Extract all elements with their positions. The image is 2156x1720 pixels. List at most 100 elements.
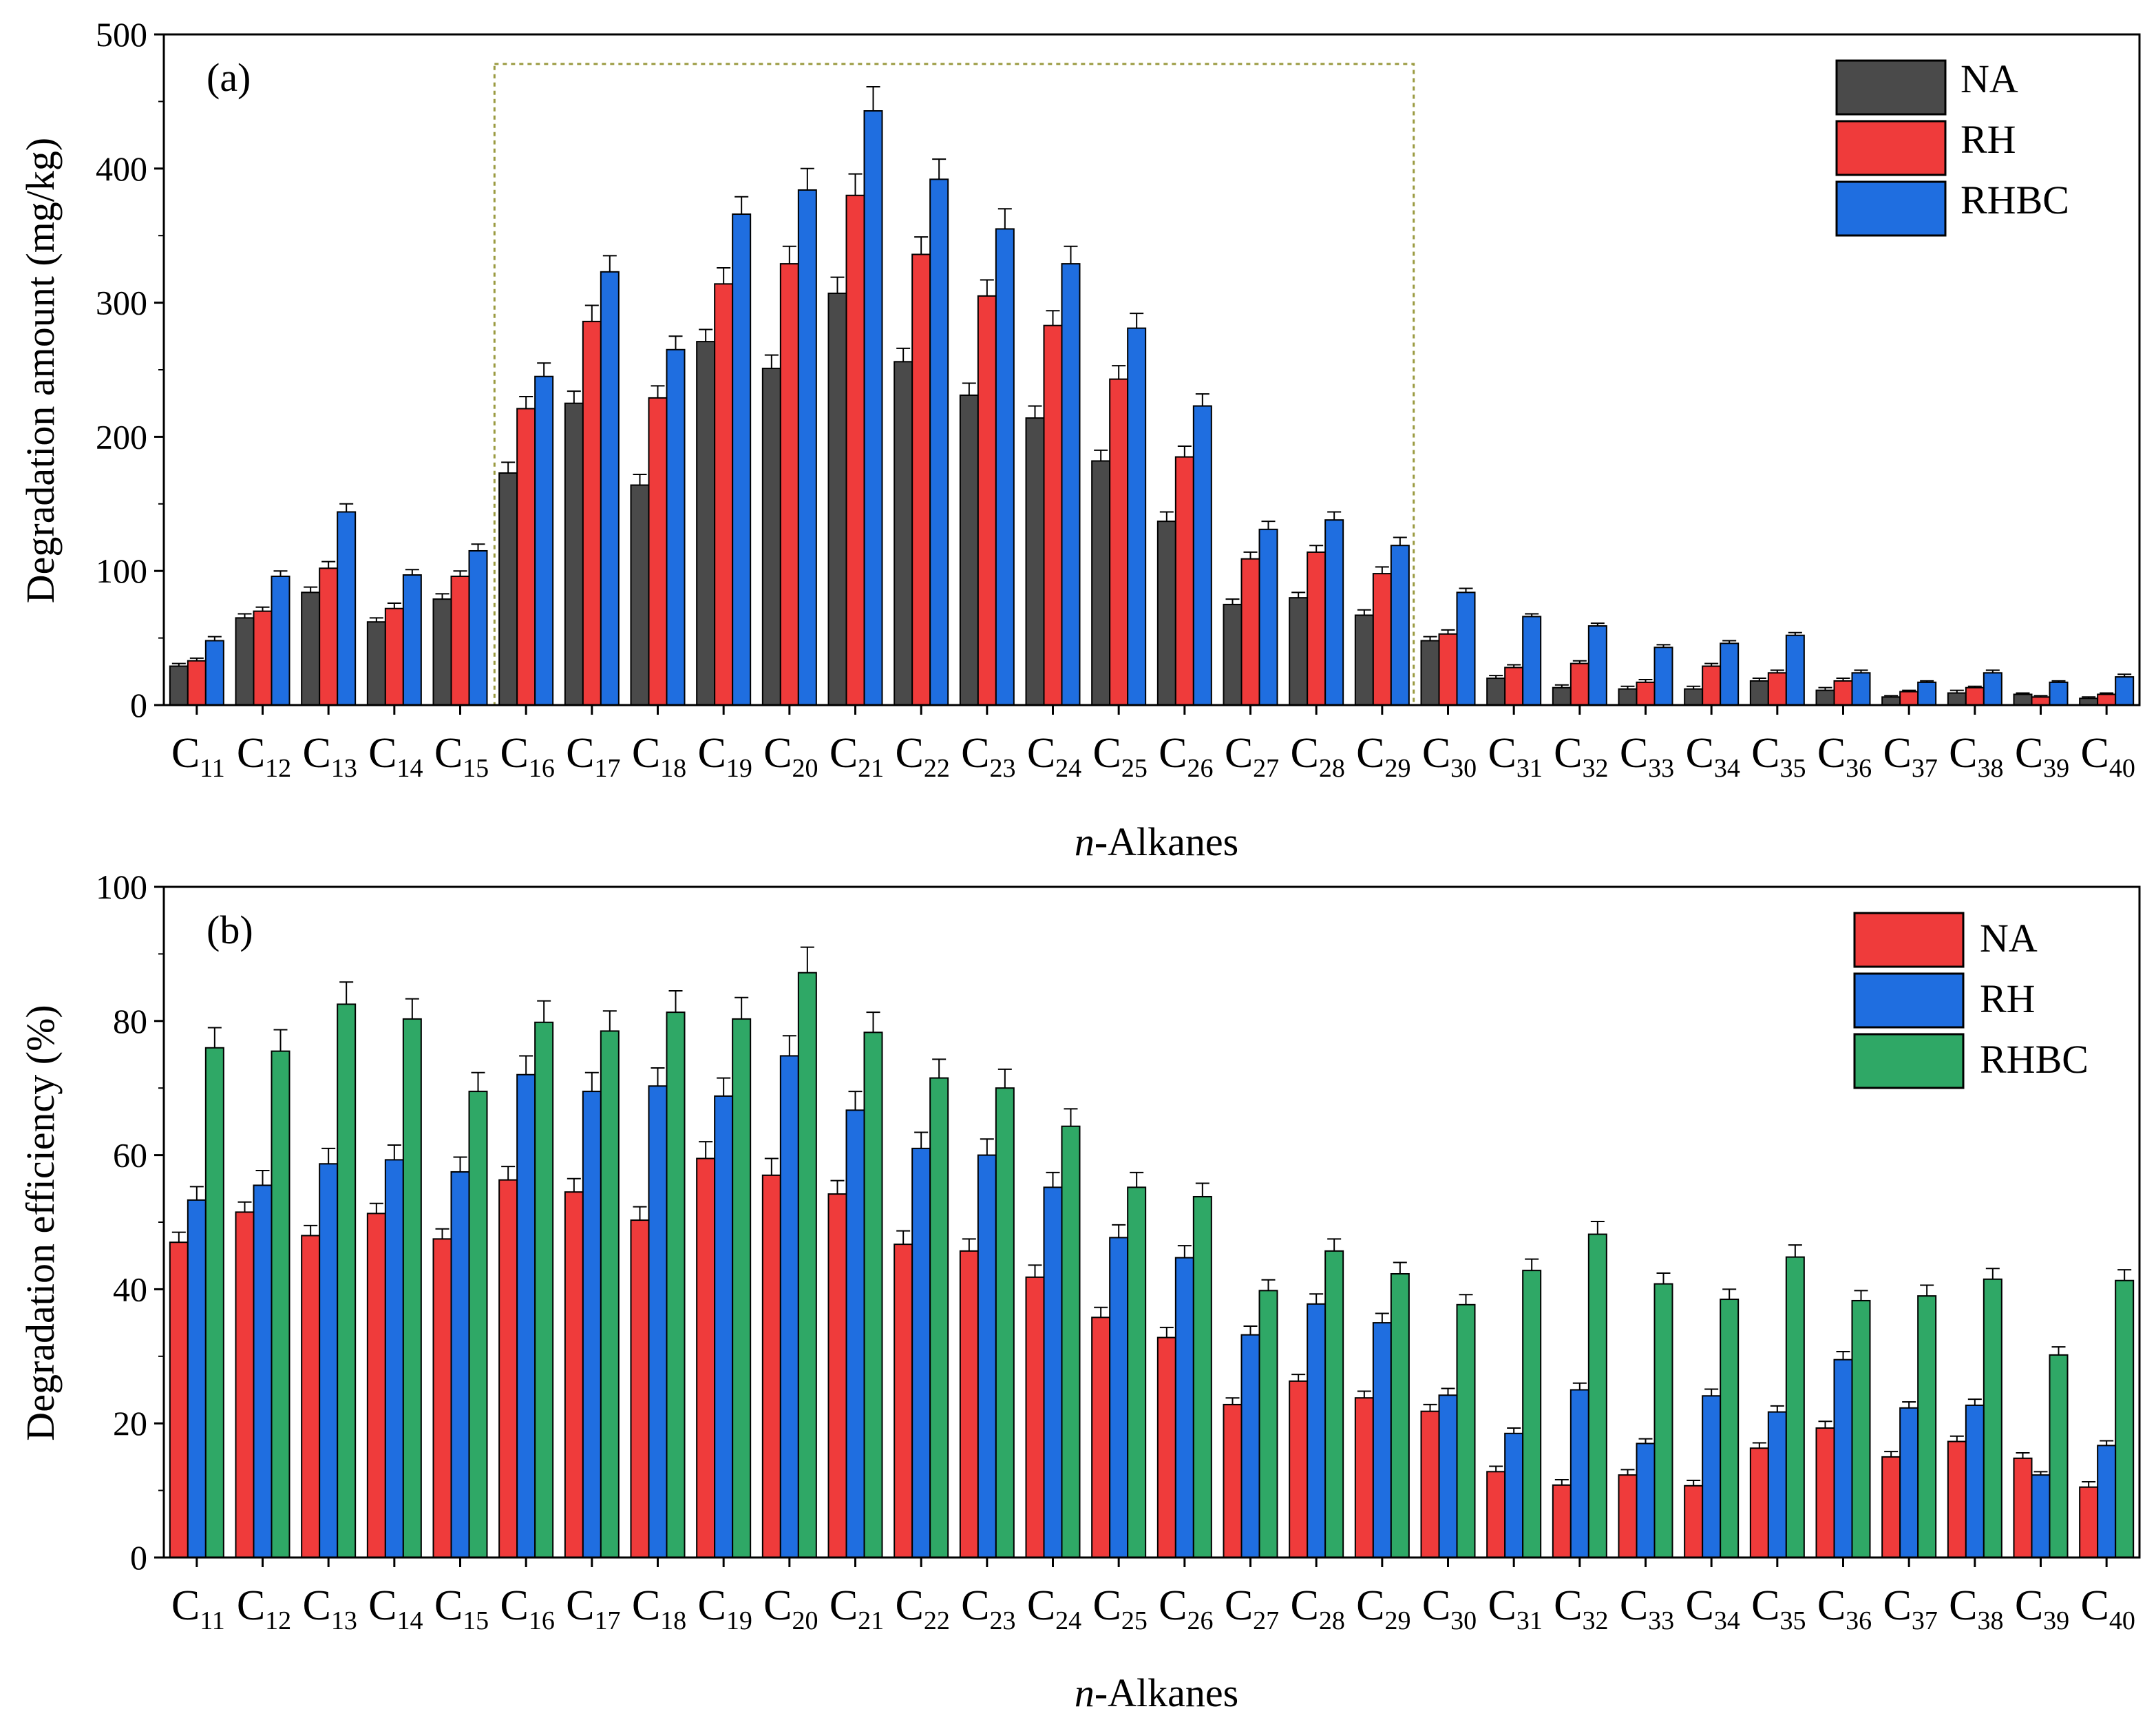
bar-a-rhbc-c40 <box>2115 676 2135 706</box>
x-tick-label-a-c25: C25 <box>1092 730 1147 783</box>
bar-a-na-c17 <box>564 402 584 706</box>
bar-a-rh-c12 <box>253 610 273 706</box>
panel-b-label: (b) <box>207 908 253 952</box>
bar-a-rhbc-c30 <box>1456 591 1476 706</box>
y-tick-label-a-500: 500 <box>96 15 147 54</box>
bar-a-na-c26 <box>1156 521 1176 706</box>
x-tick-label-b-c37: C37 <box>1883 1582 1937 1635</box>
bar-b-rh-c31 <box>1504 1432 1524 1559</box>
x-tick-label-a-c27: C27 <box>1225 730 1279 783</box>
panel-b-y-axis-title: Degradation efficiency (%) <box>18 1005 63 1440</box>
x-tick-label-b-c30: C30 <box>1422 1582 1477 1635</box>
y-tick-label-b-40: 40 <box>113 1270 147 1308</box>
bar-b-rh-c12 <box>253 1184 273 1559</box>
bar-a-rhbc-c18 <box>666 348 686 706</box>
panel-a-label: (a) <box>207 55 251 100</box>
bar-b-rh-c33 <box>1636 1443 1656 1558</box>
bar-a-rhbc-c28 <box>1324 519 1344 706</box>
bar-b-rh-c35 <box>1767 1411 1787 1559</box>
x-tick-label-b-c38: C38 <box>1949 1582 2003 1635</box>
x-tick-label-a-c31: C31 <box>1488 730 1542 783</box>
bar-b-rh-c37 <box>1899 1407 1919 1558</box>
x-tick-label-a-c40: C40 <box>2080 730 2135 783</box>
bar-a-rh-c24 <box>1043 324 1063 706</box>
x-tick-label-a-c36: C36 <box>1817 730 1872 783</box>
bar-b-rhbc-c30 <box>1456 1303 1476 1558</box>
bar-b-na-c26 <box>1156 1336 1176 1558</box>
x-tick-label-a-c14: C14 <box>368 730 423 783</box>
x-tick-label-a-c35: C35 <box>1751 730 1806 783</box>
bar-b-rh-c14 <box>384 1159 404 1558</box>
bar-a-rh-c21 <box>845 194 865 706</box>
bar-b-rh-c28 <box>1307 1303 1327 1558</box>
x-tick-label-b-c29: C29 <box>1356 1582 1410 1635</box>
x-tick-label-b-c26: C26 <box>1159 1582 1213 1635</box>
bar-b-rhbc-c34 <box>1720 1299 1740 1558</box>
x-tick-label-a-c22: C22 <box>895 730 949 783</box>
highlight-box-c16-c29 <box>493 63 1415 706</box>
bar-a-rhbc-c39 <box>2049 681 2069 706</box>
bar-b-rh-c32 <box>1570 1389 1589 1558</box>
bar-a-na-c15 <box>432 598 452 706</box>
y-tick-label-a-0: 0 <box>130 686 147 724</box>
bar-a-rhbc-c19 <box>732 213 752 706</box>
bar-b-na-c39 <box>2013 1457 2033 1558</box>
x-tick-label-b-c27: C27 <box>1225 1582 1279 1635</box>
bar-b-rhbc-c23 <box>995 1087 1015 1558</box>
legend-label-a-rhbc: RHBC <box>1961 178 2069 222</box>
bar-a-rhbc-c36 <box>1851 672 1871 706</box>
bar-b-rhbc-c32 <box>1587 1233 1607 1558</box>
bar-b-na-c24 <box>1025 1276 1045 1559</box>
x-tick-label-a-c37: C37 <box>1883 730 1937 783</box>
bar-b-rhbc-c17 <box>600 1030 620 1559</box>
x-tick-label-b-c18: C18 <box>632 1582 686 1635</box>
chart-panel-b: 0 20 40 60 80 100 C11 C12 C13 C14 C15 C16 C17 C18 C19… <box>18 868 2141 1715</box>
bar-a-rh-c36 <box>1833 680 1853 706</box>
bar-a-na-c16 <box>498 472 518 706</box>
bar-b-rh-c24 <box>1043 1186 1063 1559</box>
bar-b-rhbc-c15 <box>468 1091 488 1558</box>
bar-b-rhbc-c21 <box>863 1031 883 1559</box>
bar-a-rhbc-c25 <box>1127 327 1147 706</box>
bar-a-na-c21 <box>827 292 847 706</box>
x-tick-label-b-c19: C19 <box>697 1582 752 1635</box>
x-tick-label-b-c25: C25 <box>1092 1582 1147 1635</box>
bar-b-rh-c16 <box>516 1073 536 1558</box>
panel-b-x-axis-title-rest: -Alkanes <box>1095 1670 1238 1715</box>
bar-a-na-c22 <box>894 361 913 706</box>
bar-a-na-c35 <box>1749 680 1769 706</box>
bar-b-rh-c13 <box>319 1163 339 1558</box>
y-tick-label-b-0: 0 <box>130 1538 147 1577</box>
bar-b-na-c40 <box>2079 1486 2099 1558</box>
legend-swatch-a-rh <box>1835 120 1947 176</box>
bar-a-na-c25 <box>1091 460 1111 706</box>
bar-a-rhbc-c27 <box>1258 528 1278 706</box>
bar-a-rh-c15 <box>450 575 470 706</box>
bar-a-na-c11 <box>169 665 189 706</box>
y-tick-label-b-60: 60 <box>113 1136 147 1175</box>
x-tick-label-b-c22: C22 <box>895 1582 949 1635</box>
x-tick-label-b-c35: C35 <box>1751 1582 1806 1635</box>
bar-a-na-c34 <box>1684 688 1704 706</box>
x-tick-label-a-c34: C34 <box>1685 730 1740 783</box>
bar-b-rhbc-c38 <box>1983 1278 2002 1559</box>
bar-b-na-c32 <box>1552 1484 1572 1559</box>
bar-b-na-c11 <box>169 1241 189 1558</box>
bar-a-na-c24 <box>1025 417 1045 706</box>
y-tick-label-b-80: 80 <box>113 1002 147 1040</box>
bar-b-rh-c25 <box>1109 1237 1129 1558</box>
bar-b-rhbc-c14 <box>402 1018 422 1559</box>
bar-b-rhbc-c20 <box>797 972 817 1558</box>
bar-b-na-c20 <box>761 1174 781 1558</box>
bar-b-na-c28 <box>1289 1380 1309 1558</box>
bar-b-rh-c15 <box>450 1171 470 1558</box>
bar-b-rhbc-c18 <box>666 1011 686 1558</box>
bar-a-rhbc-c38 <box>1983 672 2002 706</box>
bar-a-na-c38 <box>1947 692 1967 706</box>
x-tick-label-b-c13: C13 <box>302 1582 357 1635</box>
x-tick-label-a-c23: C23 <box>961 730 1015 783</box>
bar-a-na-c39 <box>2013 693 2033 706</box>
x-tick-label-a-c19: C19 <box>697 730 752 783</box>
bar-b-rh-c18 <box>648 1085 668 1558</box>
